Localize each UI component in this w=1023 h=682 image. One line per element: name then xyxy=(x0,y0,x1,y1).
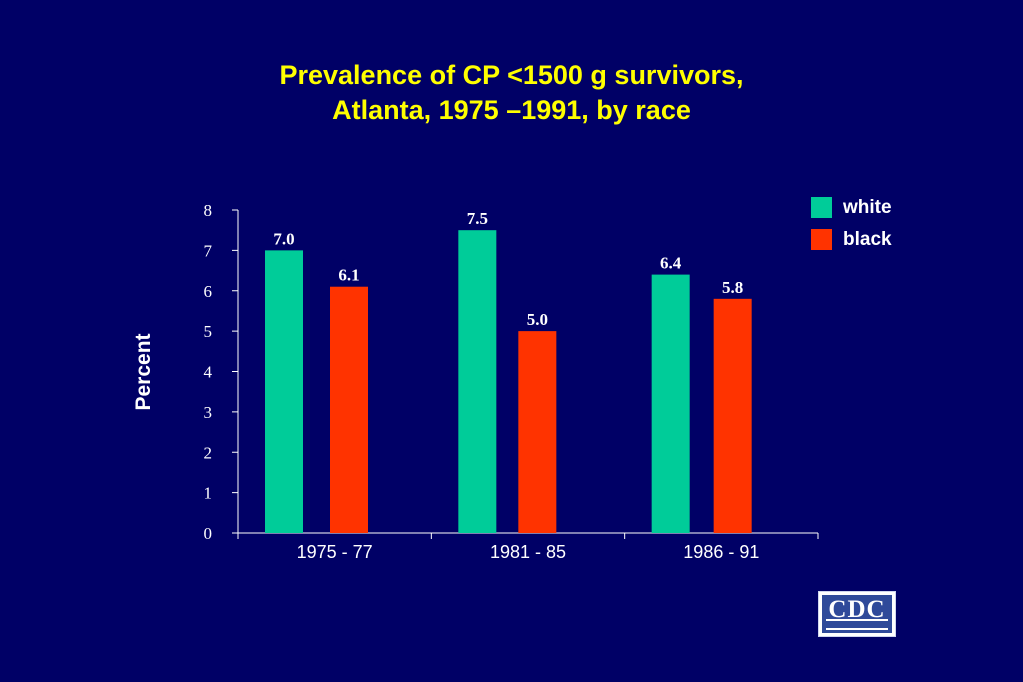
y-axis-label: Percent xyxy=(132,333,155,410)
cdc-logo-text: CDC xyxy=(828,596,886,623)
data-label-black: 5.0 xyxy=(527,310,548,329)
y-tick-label: 7 xyxy=(204,241,213,260)
legend-swatch-white xyxy=(811,197,832,218)
bar-white xyxy=(458,230,497,533)
data-label-white: 7.0 xyxy=(273,229,294,248)
x-tick-label: 1981 - 85 xyxy=(490,542,566,562)
legend-swatch-black xyxy=(811,229,832,250)
y-tick-label: 2 xyxy=(204,443,213,462)
bar-black xyxy=(713,298,752,533)
y-tick-label: 0 xyxy=(204,524,213,543)
chart-title: Prevalence of CP <1500 g survivors, Atla… xyxy=(0,58,1023,128)
y-tick-label: 5 xyxy=(204,322,213,341)
bar-white xyxy=(265,250,303,533)
x-tick-label: 1986 - 91 xyxy=(683,542,759,562)
chart-title-line-2: Atlanta, 1975 –1991, by race xyxy=(332,95,691,125)
legend-label-black: black xyxy=(843,229,892,250)
legend-label-white: white xyxy=(842,197,892,218)
bar-white xyxy=(651,274,690,533)
data-label-black: 6.1 xyxy=(338,266,359,285)
chart-title-line-1: Prevalence of CP <1500 g survivors, xyxy=(279,60,744,90)
data-label-white: 6.4 xyxy=(660,254,682,273)
y-tick-label: 3 xyxy=(204,403,213,422)
cdc-logo-lines xyxy=(826,619,888,630)
y-tick-label: 1 xyxy=(204,484,213,503)
cdc-logo: CDC xyxy=(818,591,896,637)
y-tick-label: 8 xyxy=(204,201,213,220)
y-tick-label: 6 xyxy=(204,282,213,301)
bar-black xyxy=(330,286,368,533)
data-label-white: 7.5 xyxy=(467,209,488,228)
data-label-black: 5.8 xyxy=(722,278,743,297)
x-tick-label: 1975 - 77 xyxy=(297,542,373,562)
y-tick-label: 4 xyxy=(204,363,213,382)
bar-black xyxy=(518,331,557,533)
